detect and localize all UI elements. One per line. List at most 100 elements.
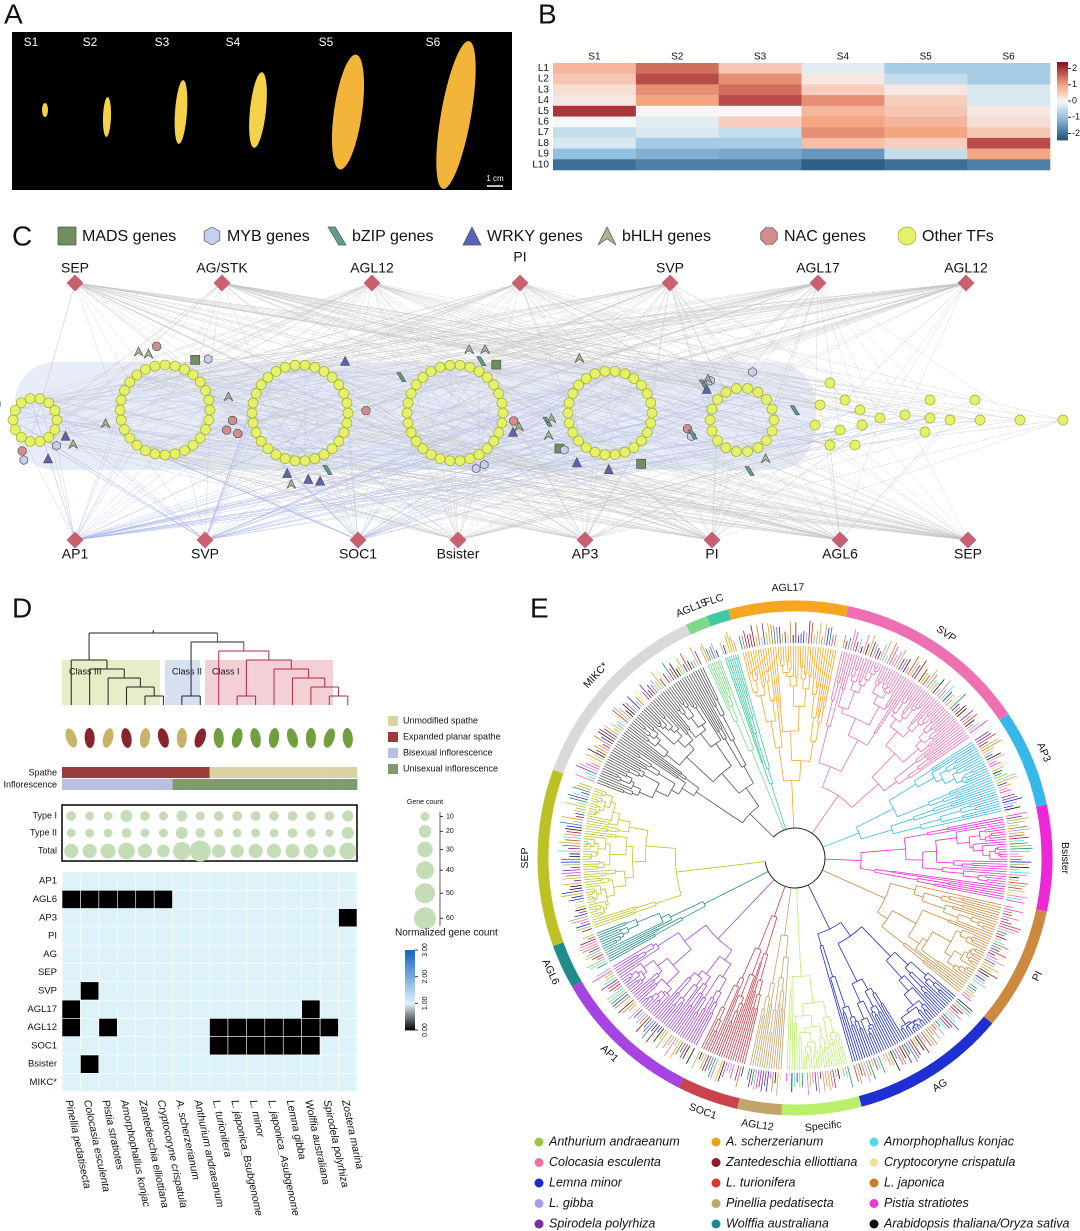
heat-cell — [61, 889, 81, 909]
heat-cell — [209, 889, 229, 909]
tree-branch — [606, 894, 615, 898]
network-edge — [256, 282, 967, 394]
tree-branch — [642, 999, 649, 1006]
tree-branch — [715, 661, 728, 690]
heat-cell — [801, 95, 885, 107]
tree-branch — [972, 978, 986, 989]
tree-branch — [770, 721, 777, 749]
tree-branch — [671, 685, 685, 704]
tree-branch — [626, 728, 665, 758]
hub-label: Bsister — [437, 546, 480, 562]
tree-arc — [631, 782, 635, 789]
heat-cell — [338, 926, 358, 946]
spathe-icon — [250, 728, 261, 748]
network-edge — [584, 440, 642, 541]
class-box — [165, 660, 200, 705]
heat-cell — [246, 963, 266, 983]
phylo-tree — [537, 600, 1053, 1116]
bzip-icon — [687, 429, 698, 440]
colorbar-step — [1057, 132, 1068, 135]
tree-branch — [889, 718, 897, 727]
tree-branch — [812, 647, 817, 679]
tree-branch — [892, 1049, 898, 1059]
tree-branch — [740, 1066, 745, 1077]
tree-branch — [823, 624, 828, 646]
tree-branch — [813, 1057, 816, 1070]
tree-arc — [658, 913, 664, 923]
tree-branch — [751, 673, 755, 681]
tf-icon — [140, 364, 151, 375]
bubble — [303, 843, 319, 859]
tree-branch — [1008, 834, 1025, 837]
tree-branch — [983, 961, 995, 968]
network-edge — [347, 282, 819, 414]
bubble — [100, 843, 116, 859]
bubble — [305, 811, 316, 821]
tree-branch — [980, 965, 992, 973]
tree-branch — [916, 1023, 919, 1026]
tree-branch — [862, 1000, 887, 1050]
tree-branch — [930, 707, 945, 722]
colorbar-step — [1057, 69, 1068, 73]
heat-cell — [264, 981, 284, 1001]
tree-branch — [670, 1040, 682, 1058]
tf-icon — [444, 455, 456, 467]
tree-branch — [760, 637, 763, 646]
tree-branch — [991, 944, 1002, 950]
tree-arc — [675, 848, 682, 896]
tree-branch — [985, 828, 1006, 833]
network-edge — [669, 282, 727, 393]
tree-branch — [1007, 886, 1023, 890]
tree-branch — [753, 993, 758, 1008]
track-cell — [338, 767, 358, 778]
legend-label: Pinellia pedatisecta — [726, 1196, 834, 1210]
tf-icon — [43, 397, 55, 409]
network-edge — [221, 282, 841, 431]
network-edge — [30, 282, 819, 399]
tree-branch — [981, 739, 1002, 752]
tf-icon — [706, 403, 718, 415]
bubble — [103, 811, 113, 821]
tree-branch — [662, 662, 675, 681]
tree-branch — [905, 1027, 912, 1036]
tree-branch — [926, 674, 938, 689]
heat-cell — [884, 116, 968, 128]
tree-branch — [971, 916, 997, 926]
tree-branch — [958, 914, 972, 920]
tree-arc — [964, 775, 967, 779]
clade-label: AP1 — [598, 1043, 621, 1065]
heat-cell — [282, 1073, 302, 1092]
tree-branch — [669, 983, 704, 1030]
tree-branch — [653, 1028, 665, 1042]
track-cell — [209, 779, 229, 790]
tree-branch — [605, 904, 609, 906]
tree-branch — [712, 978, 745, 1054]
clade-label: AP3 — [1034, 741, 1053, 764]
track-cell — [154, 767, 173, 778]
tree-branch — [791, 988, 794, 1070]
network-edge — [584, 417, 881, 541]
tf-icon — [839, 394, 851, 406]
tree-branch — [715, 743, 732, 767]
tree-arc — [600, 912, 603, 915]
tree-branch — [778, 626, 781, 644]
tree-branch — [924, 669, 938, 687]
heat-cell — [282, 1036, 302, 1056]
heat-cell — [264, 889, 284, 909]
network-edge — [323, 282, 967, 372]
tree-branch — [940, 685, 955, 701]
tree-branch — [600, 772, 620, 782]
tree-arc — [947, 919, 950, 922]
network-edge — [407, 402, 586, 541]
bubble — [158, 828, 168, 838]
tree-branch — [710, 643, 718, 658]
tree-branch — [626, 775, 633, 779]
track-cell — [191, 779, 210, 790]
tf-icon — [493, 388, 505, 399]
tree-branch — [779, 707, 783, 732]
network-edge — [221, 282, 831, 446]
tree-arc — [931, 768, 933, 771]
tree-branch — [884, 655, 889, 663]
tree-branch — [888, 783, 917, 801]
tree-branch — [927, 730, 965, 759]
